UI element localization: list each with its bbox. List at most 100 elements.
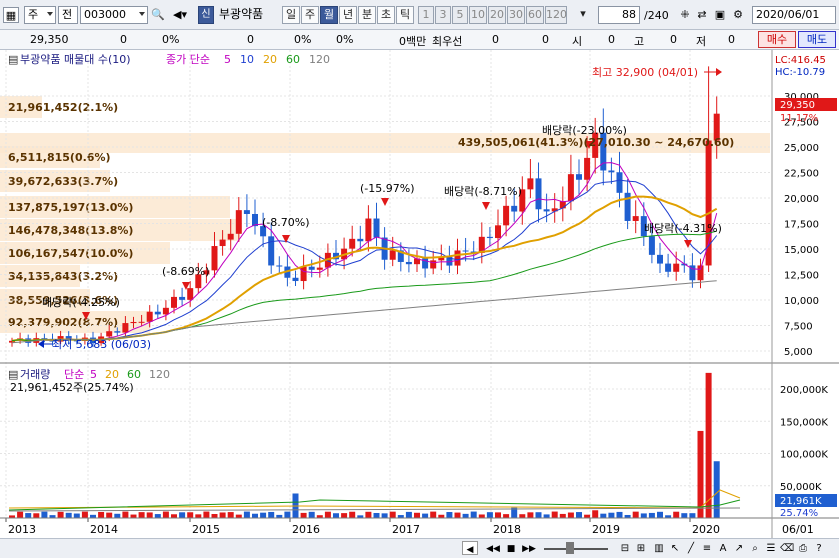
candle: [551, 208, 558, 212]
interval-dropdown-icon[interactable]: ▾: [580, 7, 586, 20]
code-input[interactable]: 003000: [80, 6, 148, 24]
candle: [243, 210, 250, 214]
ma-line: [11, 162, 718, 342]
gear-icon[interactable]: ⚙: [733, 8, 743, 21]
period-tab[interactable]: 년: [339, 6, 357, 24]
volume-bar: [284, 511, 291, 518]
chart-grid-icon[interactable]: ▦: [3, 7, 19, 23]
zoom-out-icon[interactable]: ⊟: [620, 543, 630, 554]
profile-label: 92,379,902(8.7%): [8, 316, 118, 329]
candle: [405, 261, 412, 265]
cursor-icon[interactable]: ↖: [670, 543, 680, 554]
volume-bar: [219, 512, 226, 518]
stop-icon[interactable]: ■: [506, 544, 516, 554]
period-tab[interactable]: 주: [301, 6, 319, 24]
low-label: 저: [696, 35, 707, 48]
dividend-annotation: (-8.69%): [162, 265, 210, 278]
candle: [397, 250, 404, 262]
search-icon[interactable]: 🔍: [151, 8, 165, 21]
candle: [713, 113, 720, 141]
dividend-annotation: 배당락(-4.25%): [42, 296, 120, 309]
sync-icon[interactable]: ⇄: [697, 8, 707, 21]
price-settings-icon[interactable]: ▤: [8, 53, 18, 66]
best-bid-label: 최우선: [432, 35, 463, 48]
draw-icon[interactable]: ╱: [687, 543, 695, 554]
zoom-handle[interactable]: [566, 542, 574, 554]
candle: [430, 260, 437, 269]
volume-bar: [608, 512, 615, 518]
candle: [268, 236, 275, 266]
dividend-annotation: 배당락(-8.71%): [444, 185, 522, 198]
profile-label: 21,961,452(2.1%): [8, 101, 118, 114]
crosshair-icon[interactable]: ⁜: [680, 8, 690, 21]
trend-icon[interactable]: ↗: [734, 543, 744, 554]
chart-type-icon[interactable]: ▥: [654, 543, 664, 554]
high-note: 최고 32,900 (04/01): [592, 66, 698, 79]
interval-button[interactable]: 60: [526, 6, 544, 24]
fib-icon[interactable]: ≡: [702, 543, 712, 554]
period-tab[interactable]: 틱: [396, 6, 414, 24]
candle: [389, 250, 396, 260]
candle: [106, 331, 113, 337]
interval-button[interactable]: 120: [545, 6, 567, 24]
zoom-slider[interactable]: [544, 548, 608, 550]
magnify-icon[interactable]: ⌕: [752, 543, 758, 554]
volume-bar: [195, 514, 202, 518]
volume-bar: [235, 514, 242, 518]
interval-button[interactable]: 30: [507, 6, 525, 24]
interval-button[interactable]: 5: [452, 6, 468, 24]
x-axis-label: 2017: [392, 523, 420, 536]
period-tab[interactable]: 초: [377, 6, 395, 24]
price-panel-title[interactable]: 부광약품 매물대 수(10): [20, 52, 131, 66]
zoom-in-icon[interactable]: ⊞: [636, 543, 646, 554]
market-select[interactable]: 전: [58, 6, 78, 24]
count-input[interactable]: 88: [598, 6, 640, 24]
period-tab[interactable]: 월: [320, 6, 338, 24]
x-axis-label: 2019: [592, 523, 620, 536]
text-tool-icon[interactable]: A: [719, 543, 727, 554]
volume-ratio: 0%: [336, 33, 354, 46]
erase-icon[interactable]: ⌫: [780, 543, 795, 554]
x-axis-label: 2015: [192, 523, 220, 536]
volume-bar: [689, 513, 696, 518]
save-icon[interactable]: ▣: [714, 8, 726, 21]
volume-bar: [657, 511, 663, 518]
list-icon[interactable]: ☰: [766, 543, 776, 554]
speaker-icon[interactable]: ◀▾: [173, 8, 187, 21]
interval-button[interactable]: 1: [418, 6, 434, 24]
price-axis-tick: 10,000: [784, 296, 819, 307]
price-axis-tick: 20,000: [784, 194, 819, 205]
volume-panel-title[interactable]: 거래량: [20, 368, 50, 381]
help-icon[interactable]: ?: [816, 543, 822, 554]
volume-bar: [171, 514, 177, 518]
interval-button[interactable]: 3: [435, 6, 451, 24]
volume-bar: [559, 513, 566, 518]
volume-bar: [154, 514, 161, 518]
first-icon[interactable]: ◀◀: [486, 544, 500, 554]
stock-chart[interactable]: 21,961,452(2.1%) 6,511,815(0.6%) 39,672,63…: [0, 50, 839, 538]
quote-bar: [0, 30, 839, 50]
period-tab[interactable]: 분: [358, 6, 376, 24]
period-tab[interactable]: 일: [282, 6, 300, 24]
event-arrow: [182, 282, 190, 290]
type-select[interactable]: 주: [24, 6, 56, 24]
candle: [195, 274, 202, 289]
volume-bar: [187, 512, 194, 518]
interval-button[interactable]: 10: [469, 6, 487, 24]
current-pct-tag: 11.17%: [780, 113, 818, 124]
volume-axis-tick: 50,000K: [780, 482, 822, 493]
volume-settings-icon[interactable]: ▤: [8, 368, 18, 381]
sell-button[interactable]: 매도: [798, 31, 836, 48]
volume-bar: [357, 515, 364, 518]
low-value: 0: [728, 33, 735, 46]
candle: [65, 336, 72, 341]
buy-button[interactable]: 매수: [758, 31, 796, 48]
last-icon[interactable]: ▶▶: [522, 544, 536, 554]
ma-period: 20: [263, 53, 277, 66]
date-input[interactable]: 2020/06/01: [752, 6, 836, 24]
print-icon[interactable]: ⎙: [799, 543, 807, 554]
interval-button[interactable]: 20: [488, 6, 506, 24]
scroll-left-icon[interactable]: ◀: [462, 541, 478, 555]
volume-bar: [397, 515, 404, 518]
dividend-range-note: 439,505,061(41.3%)(27,010.30 ~ 24,670.60…: [458, 136, 734, 149]
